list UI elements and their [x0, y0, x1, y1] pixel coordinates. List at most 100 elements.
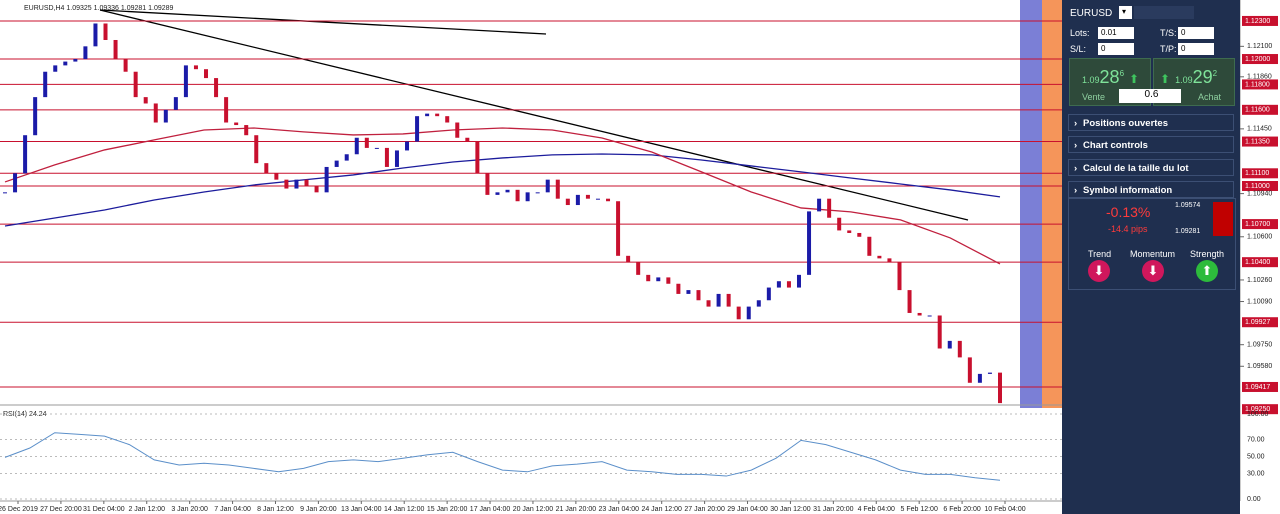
trade-panel: EURUSD ▾ Lots: 0.01 T/S: 0 S/L: 0 T/P: 0… [1062, 0, 1240, 514]
lots-input[interactable]: 0.01 [1098, 27, 1134, 39]
candle [998, 372, 1002, 404]
change-pips: -14.4 pips [1108, 224, 1148, 234]
range-bar [1213, 202, 1233, 236]
session-band [1042, 0, 1062, 408]
candle [817, 198, 822, 212]
moving-average [4, 127, 1001, 265]
section-header[interactable]: Positions ouvertes [1068, 114, 1234, 132]
level-tag [1242, 219, 1278, 230]
candle [585, 194, 590, 199]
candle [756, 300, 761, 307]
symbol-input[interactable] [1134, 6, 1194, 19]
level-tag [1242, 15, 1278, 26]
session-band [1020, 0, 1042, 408]
spread: 0.6 [1119, 89, 1181, 103]
symbol[interactable]: EURUSD [1070, 8, 1113, 19]
up-arrow: ⬆ [1129, 72, 1140, 86]
candle [254, 135, 259, 164]
candle [696, 290, 701, 301]
level-tag [1242, 168, 1278, 179]
x-tick-label: 14 Jan 12:00 [384, 506, 425, 513]
tp-input[interactable]: 0 [1178, 43, 1214, 55]
level-label: 1.11000 [1245, 183, 1270, 190]
ts-input[interactable]: 0 [1178, 27, 1214, 39]
candle [495, 192, 500, 195]
rsi-tick-label: 50.00 [1247, 453, 1265, 460]
strength-up: ⬆ [1196, 260, 1218, 282]
candle [726, 293, 731, 307]
candle [706, 300, 711, 307]
x-tick-label: 7 Jan 04:00 [214, 506, 251, 513]
candle [947, 340, 952, 349]
candle [234, 122, 239, 126]
y-tick-label: 1.10090 [1247, 298, 1272, 305]
candle [867, 236, 872, 256]
x-tick-label: 20 Jan 12:00 [513, 506, 554, 513]
candle [887, 258, 892, 263]
up-arrow: ⬆ [1160, 72, 1171, 86]
candle [314, 185, 319, 193]
y-tick-label: 1.10940 [1247, 190, 1272, 197]
candle [827, 198, 832, 218]
level-tag [1242, 317, 1278, 328]
candle [967, 357, 972, 383]
candle [545, 179, 550, 193]
y-tick-label: 1.09580 [1247, 363, 1272, 370]
x-tick-label: 27 Jan 20:00 [684, 506, 725, 513]
buy-label: Achat [1198, 92, 1222, 102]
x-tick-label: 13 Jan 04:00 [341, 506, 382, 513]
section-header[interactable]: Symbol information [1068, 181, 1234, 199]
candle [193, 65, 198, 70]
candle [13, 173, 18, 193]
candle [173, 97, 178, 110]
candle [626, 255, 631, 263]
ts-label: T/S: [1160, 28, 1177, 38]
candle [364, 137, 369, 148]
ask-price: ⬆ 1.09292 [1160, 67, 1217, 88]
candle [535, 192, 540, 194]
candle [937, 315, 942, 349]
candle [153, 103, 158, 123]
candle [214, 78, 219, 98]
y-tick-label: 1.10600 [1247, 234, 1272, 241]
candle [595, 198, 600, 200]
section-header[interactable]: Chart controls [1068, 136, 1234, 154]
level-tag [1242, 257, 1278, 268]
section-header[interactable]: Calcul de la taille du lot [1068, 159, 1234, 177]
sl-input[interactable]: 0 [1098, 43, 1134, 55]
candle [957, 340, 962, 358]
x-tick-label: 29 Jan 04:00 [727, 506, 768, 513]
candle [575, 194, 580, 206]
candle [616, 201, 621, 256]
symbol-dropdown[interactable]: ▾ [1119, 6, 1132, 19]
level-tag [1242, 104, 1278, 115]
candle [93, 23, 98, 47]
bid-prefix: 1.09 [1082, 75, 1100, 85]
candle [23, 135, 28, 174]
rsi-tick-label: 0.00 [1247, 496, 1261, 503]
level-tag [1242, 79, 1278, 90]
x-tick-label: 9 Jan 20:00 [300, 506, 337, 513]
symbol-info [1068, 198, 1236, 290]
candle [374, 147, 379, 149]
x-tick-label: 4 Feb 04:00 [858, 506, 895, 513]
x-tick-label: 17 Jan 04:00 [470, 506, 511, 513]
momentum-down: ⬇ [1142, 260, 1164, 282]
bid-price: 1.09286 ⬆ [1082, 67, 1139, 88]
x-tick-label: 27 Dec 20:00 [40, 506, 82, 513]
candle [475, 141, 480, 174]
rsi-title: RSI(14) 24.24 [3, 411, 47, 418]
y-tick-label: 1.12100 [1247, 43, 1272, 50]
level-tag [1242, 136, 1278, 147]
candle [555, 179, 560, 199]
indicator-label: Trend [1088, 249, 1112, 259]
day-high: 1.09574 [1175, 202, 1201, 209]
candle [73, 59, 78, 62]
level-tag [1242, 54, 1278, 65]
moving-average [4, 153, 1001, 227]
level-label: 1.11800 [1245, 81, 1270, 88]
candle [666, 277, 671, 284]
sl-label: S/L: [1070, 44, 1087, 54]
candle [465, 137, 470, 142]
